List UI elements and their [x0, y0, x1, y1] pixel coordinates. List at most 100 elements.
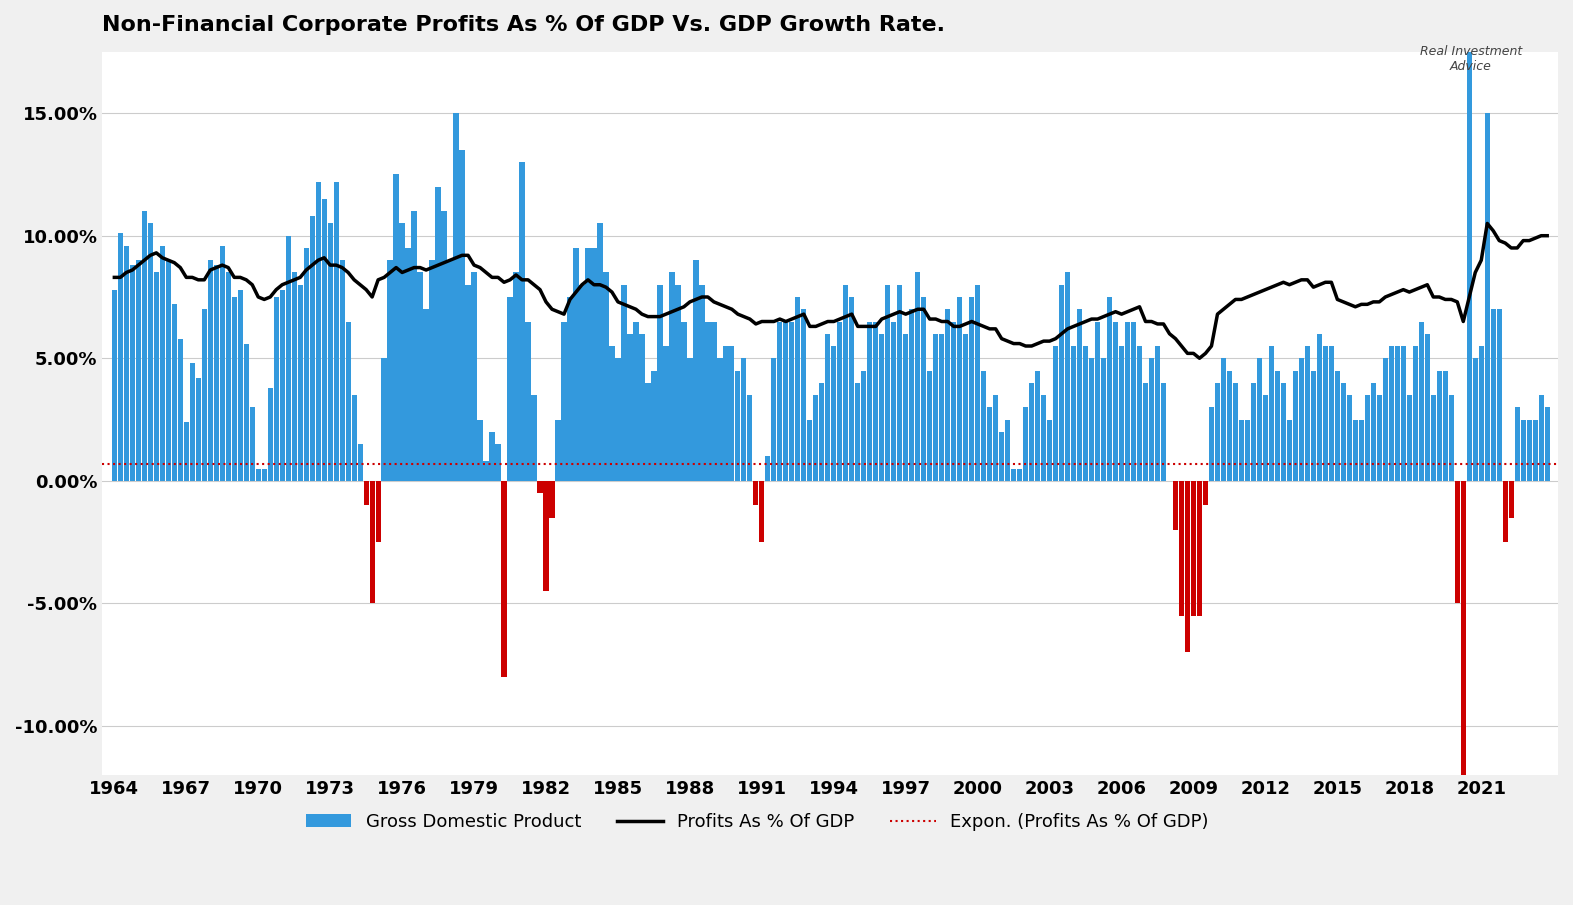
Bar	[417, 272, 423, 481]
Bar	[1155, 346, 1161, 481]
Bar	[321, 199, 327, 481]
Bar	[376, 481, 381, 542]
Bar	[1251, 383, 1257, 481]
Bar	[1078, 310, 1082, 481]
Bar	[1197, 481, 1202, 615]
Bar	[267, 387, 272, 481]
Bar	[1071, 346, 1076, 481]
Bar	[982, 370, 986, 481]
Bar	[195, 378, 201, 481]
Bar	[591, 248, 596, 481]
Bar	[532, 395, 536, 481]
Bar	[1029, 383, 1035, 481]
Bar	[129, 265, 135, 481]
Bar	[286, 235, 291, 481]
Bar	[274, 297, 278, 481]
Bar	[1340, 383, 1346, 481]
Bar	[1436, 370, 1442, 481]
Bar	[1526, 420, 1532, 481]
Bar	[1419, 321, 1424, 481]
Bar	[220, 245, 225, 481]
Bar	[562, 321, 566, 481]
Bar	[1089, 358, 1095, 481]
Bar	[986, 407, 993, 481]
Bar	[700, 285, 705, 481]
Bar	[316, 182, 321, 481]
Bar	[634, 321, 639, 481]
Bar	[406, 248, 411, 481]
Bar	[201, 310, 208, 481]
Bar	[1304, 346, 1310, 481]
Bar	[849, 297, 854, 481]
Bar	[549, 481, 555, 518]
Bar	[1048, 420, 1052, 481]
Bar	[1365, 395, 1370, 481]
Bar	[459, 150, 464, 481]
Bar	[604, 272, 609, 481]
Bar	[1052, 346, 1059, 481]
Bar	[1263, 395, 1268, 481]
Bar	[1509, 481, 1513, 518]
Bar	[1431, 395, 1436, 481]
Bar	[327, 224, 333, 481]
Bar	[1022, 407, 1029, 481]
Bar	[694, 261, 698, 481]
Bar	[939, 334, 944, 481]
Bar	[495, 444, 500, 481]
Bar	[790, 321, 794, 481]
Bar	[993, 395, 999, 481]
Bar	[735, 370, 741, 481]
Bar	[118, 233, 123, 481]
Bar	[304, 248, 308, 481]
Bar	[214, 265, 219, 481]
Bar	[645, 383, 651, 481]
Bar	[771, 358, 777, 481]
Bar	[1521, 420, 1526, 481]
Bar	[555, 420, 560, 481]
Bar	[573, 248, 579, 481]
Bar	[963, 334, 969, 481]
Bar	[1293, 370, 1298, 481]
Bar	[1346, 395, 1353, 481]
Bar	[423, 310, 429, 481]
Bar	[1269, 346, 1274, 481]
Bar	[675, 285, 681, 481]
Bar	[1442, 370, 1447, 481]
Bar	[856, 383, 860, 481]
Bar	[184, 422, 189, 481]
Bar	[1496, 310, 1502, 481]
Bar	[1240, 420, 1244, 481]
Bar	[483, 462, 489, 481]
Bar	[1203, 481, 1208, 505]
Bar	[1125, 321, 1129, 481]
Bar	[969, 297, 974, 481]
Bar	[346, 321, 351, 481]
Bar	[843, 285, 848, 481]
Bar	[956, 297, 963, 481]
Text: Real Investment
Advice: Real Investment Advice	[1419, 45, 1523, 72]
Bar	[357, 444, 363, 481]
Bar	[639, 334, 645, 481]
Bar	[1317, 334, 1321, 481]
Bar	[225, 272, 231, 481]
Bar	[142, 211, 146, 481]
Bar	[1370, 383, 1376, 481]
Bar	[1353, 420, 1357, 481]
Bar	[429, 261, 434, 481]
Bar	[1065, 272, 1070, 481]
Bar	[160, 245, 165, 481]
Bar	[1131, 321, 1136, 481]
Bar	[1173, 481, 1178, 530]
Bar	[165, 261, 171, 481]
Bar	[1227, 370, 1232, 481]
Bar	[1299, 358, 1304, 481]
Bar	[393, 175, 400, 481]
Bar	[1466, 0, 1472, 481]
Bar	[820, 383, 824, 481]
Bar	[453, 113, 459, 481]
Bar	[890, 321, 897, 481]
Bar	[897, 285, 903, 481]
Bar	[1545, 407, 1549, 481]
Bar	[250, 407, 255, 481]
Bar	[538, 481, 543, 493]
